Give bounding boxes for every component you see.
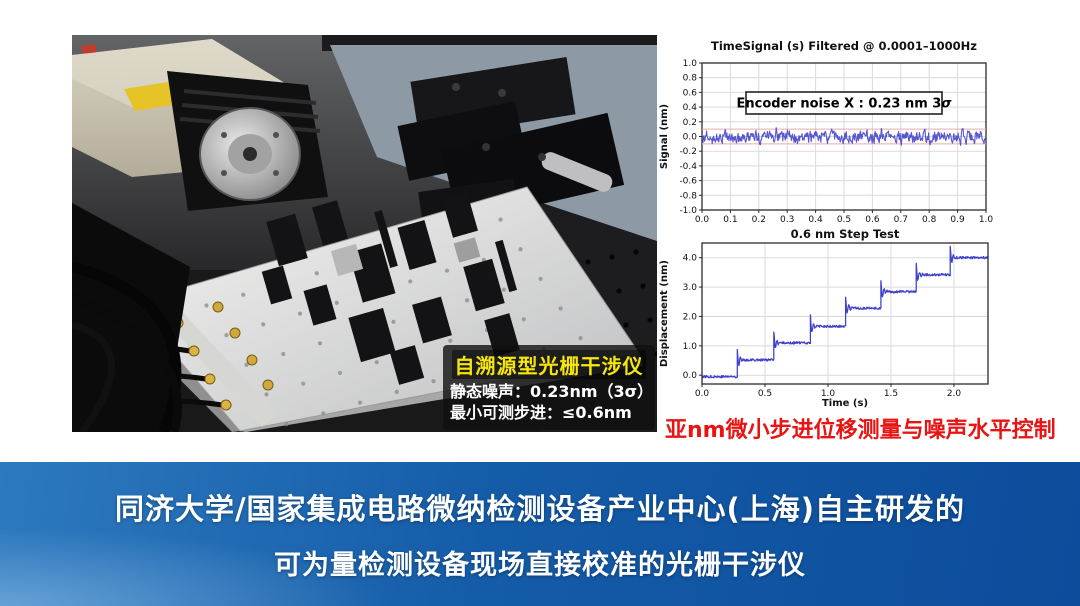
svg-text:-0.4: -0.4 bbox=[679, 162, 697, 172]
cables bbox=[72, 203, 190, 432]
rotary-mount bbox=[167, 71, 328, 211]
svg-text:0.2: 0.2 bbox=[752, 215, 766, 225]
svg-text:-1.0: -1.0 bbox=[679, 206, 697, 216]
photo-label-min-step: 最小可测步进：≤0.6nm bbox=[450, 403, 632, 423]
svg-text:0.1: 0.1 bbox=[723, 215, 737, 225]
chart-caption: 亚nm微小步进位移测量与噪声水平控制 bbox=[665, 418, 1056, 443]
svg-text:Displacement (nm): Displacement (nm) bbox=[659, 260, 670, 367]
svg-text:0.0: 0.0 bbox=[683, 133, 698, 143]
svg-text:0.8: 0.8 bbox=[683, 74, 698, 84]
photo-label: 自溯源型光栅干涉仪 静态噪声：0.23nm（3σ） 最小可测步进：≤0.6nm bbox=[443, 345, 655, 430]
svg-text:2.0: 2.0 bbox=[947, 389, 962, 399]
svg-text:Encoder noise X : 0.23 nm 3σ: Encoder noise X : 0.23 nm 3σ bbox=[737, 97, 953, 112]
svg-text:1.0: 1.0 bbox=[683, 59, 698, 69]
micrometer bbox=[541, 152, 613, 192]
svg-text:0.0: 0.0 bbox=[695, 389, 710, 399]
svg-text:2.0: 2.0 bbox=[683, 312, 698, 322]
banner-line-1: 同济大学/国家集成电路微纳检测设备产业中心(上海)自主研发的 bbox=[114, 492, 966, 526]
svg-text:0.0: 0.0 bbox=[695, 215, 710, 225]
svg-text:-0.6: -0.6 bbox=[679, 177, 697, 187]
svg-text:-0.8: -0.8 bbox=[679, 191, 697, 201]
svg-text:0.8: 0.8 bbox=[922, 215, 937, 225]
svg-text:0.6 nm Step Test: 0.6 nm Step Test bbox=[791, 228, 900, 241]
svg-text:1.0: 1.0 bbox=[683, 342, 698, 352]
svg-text:TimeSignal (s) Filtered @ 0.00: TimeSignal (s) Filtered @ 0.0001–1000Hz bbox=[711, 39, 977, 53]
svg-text:0.7: 0.7 bbox=[894, 215, 908, 225]
svg-text:4.0: 4.0 bbox=[683, 254, 698, 264]
banner: 同济大学/国家集成电路微纳检测设备产业中心(上海)自主研发的 可为量检测设备现场… bbox=[0, 462, 1080, 606]
svg-text:Signal (nm): Signal (nm) bbox=[659, 104, 670, 169]
svg-text:0.4: 0.4 bbox=[808, 215, 823, 225]
svg-text:0.5: 0.5 bbox=[758, 389, 772, 399]
svg-text:-0.2: -0.2 bbox=[679, 147, 697, 157]
svg-text:0.6: 0.6 bbox=[683, 88, 698, 98]
instrument-photo: 自溯源型光栅干涉仪 静态噪声：0.23nm（3σ） 最小可测步进：≤0.6nm bbox=[72, 35, 657, 432]
photo-label-title: 自溯源型光栅干涉仪 bbox=[452, 350, 646, 380]
svg-text:0.3: 0.3 bbox=[780, 215, 794, 225]
svg-text:0.4: 0.4 bbox=[683, 103, 698, 113]
svg-text:0.5: 0.5 bbox=[837, 215, 851, 225]
step-test-chart: 0.0 0.5 1.0 1.5 2.0 0.0 1.0 2.0 3.0 4.0 0.6 nm Ste… bbox=[659, 228, 989, 409]
svg-text:Time (s): Time (s) bbox=[822, 398, 868, 409]
photo-label-static-noise: 静态噪声：0.23nm（3σ） bbox=[450, 382, 654, 402]
time-signal-chart: 0.0 0.1 0.2 0.3 0.4 0.5 0.6 0.7 0.8 0.9 1.0 1.0 0.8 0… bbox=[659, 39, 994, 225]
svg-text:0.9: 0.9 bbox=[950, 215, 965, 225]
svg-text:0.6: 0.6 bbox=[865, 215, 880, 225]
svg-text:0.0: 0.0 bbox=[683, 371, 698, 381]
svg-text:3.0: 3.0 bbox=[683, 283, 698, 293]
svg-text:0.2: 0.2 bbox=[683, 118, 697, 128]
banner-line-2: 可为量检测设备现场直接校准的光栅干涉仪 bbox=[274, 550, 806, 581]
svg-text:1.0: 1.0 bbox=[979, 215, 994, 225]
svg-text:1.0: 1.0 bbox=[821, 389, 836, 399]
svg-text:1.5: 1.5 bbox=[884, 389, 898, 399]
